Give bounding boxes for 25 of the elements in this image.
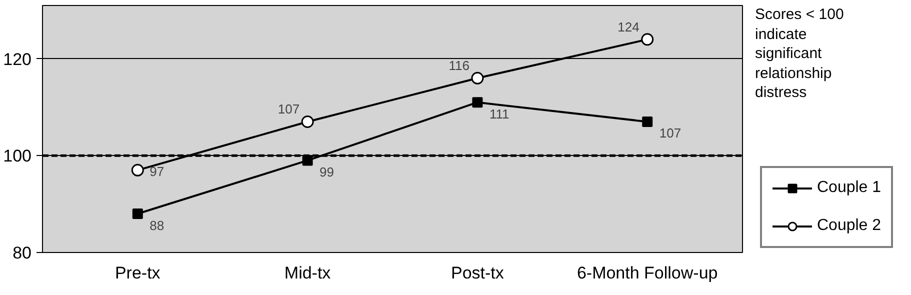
data-label: 97 bbox=[150, 164, 164, 180]
data-label: 88 bbox=[150, 218, 164, 233]
data-label: 99 bbox=[320, 164, 334, 180]
y-tick-label: 120 bbox=[3, 50, 32, 69]
legend-label: Couple 2 bbox=[817, 216, 882, 234]
point bbox=[471, 72, 484, 84]
x-tick-label: Mid-tx bbox=[284, 264, 332, 282]
point bbox=[641, 33, 654, 46]
x-tick-label: Post-tx bbox=[451, 264, 504, 282]
data-label: 107 bbox=[659, 126, 682, 141]
y-tick-label: 80 bbox=[12, 244, 32, 262]
data-label: 116 bbox=[448, 58, 470, 74]
point bbox=[132, 208, 143, 220]
text: Scores < 100 indicate significant relationship distress bbox=[755, 5, 844, 102]
point bbox=[131, 164, 144, 176]
x-tick-label: Pre-tx bbox=[114, 264, 161, 282]
data-label: 107 bbox=[278, 102, 300, 117]
point bbox=[301, 115, 314, 128]
x-tick-label: 6-Month Follow-up bbox=[576, 264, 718, 282]
y-tick-label: 100 bbox=[3, 146, 32, 166]
point bbox=[472, 97, 483, 108]
point bbox=[642, 116, 653, 127]
data-label: 111 bbox=[489, 106, 510, 122]
legend-label: Couple 1 bbox=[817, 178, 882, 196]
data-label: 124 bbox=[618, 19, 640, 34]
